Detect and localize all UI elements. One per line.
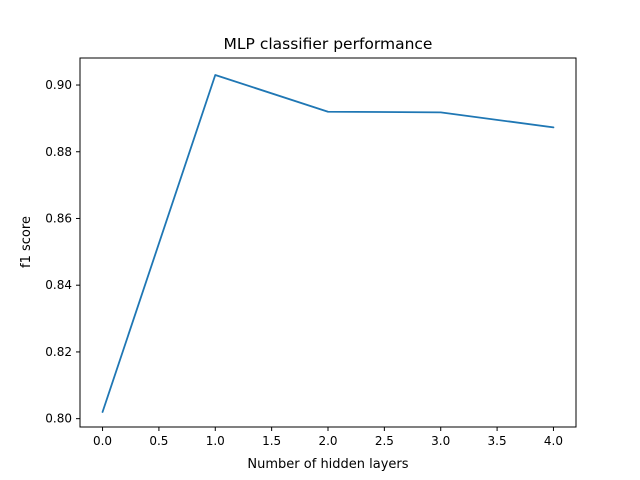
x-tick-label: 2.5	[375, 434, 394, 448]
plot-area	[80, 58, 576, 427]
y-tick-label: 0.84	[45, 278, 72, 292]
plot-frame	[79, 57, 577, 428]
y-tick-label: 0.90	[45, 78, 72, 92]
x-tick-label: 2.0	[318, 434, 337, 448]
x-tick-label: 0.5	[149, 434, 168, 448]
y-tick-label: 0.82	[45, 345, 72, 359]
x-tick-label: 3.5	[488, 434, 507, 448]
y-tick-label: 0.80	[45, 412, 72, 426]
x-tick-label: 3.0	[431, 434, 450, 448]
y-axis: 0.80 0.82 0.84 0.86 0.88 0.90	[45, 78, 80, 426]
y-tick-label: 0.88	[45, 145, 72, 159]
x-axis-label: Number of hidden layers	[247, 457, 408, 472]
x-tick-label: 4.0	[544, 434, 563, 448]
x-tick-label: 1.0	[206, 434, 225, 448]
series-group	[101, 74, 555, 413]
x-axis: 0.0 0.5 1.0 1.5 2.0 2.5 3.0 3.5 4.0	[93, 427, 563, 448]
chart-title: MLP classifier performance	[224, 35, 433, 53]
x-tick-label: 1.5	[262, 434, 281, 448]
y-axis-label: f1 score	[19, 216, 34, 268]
x-tick-label: 0.0	[93, 434, 112, 448]
y-tick-label: 0.86	[45, 211, 72, 225]
